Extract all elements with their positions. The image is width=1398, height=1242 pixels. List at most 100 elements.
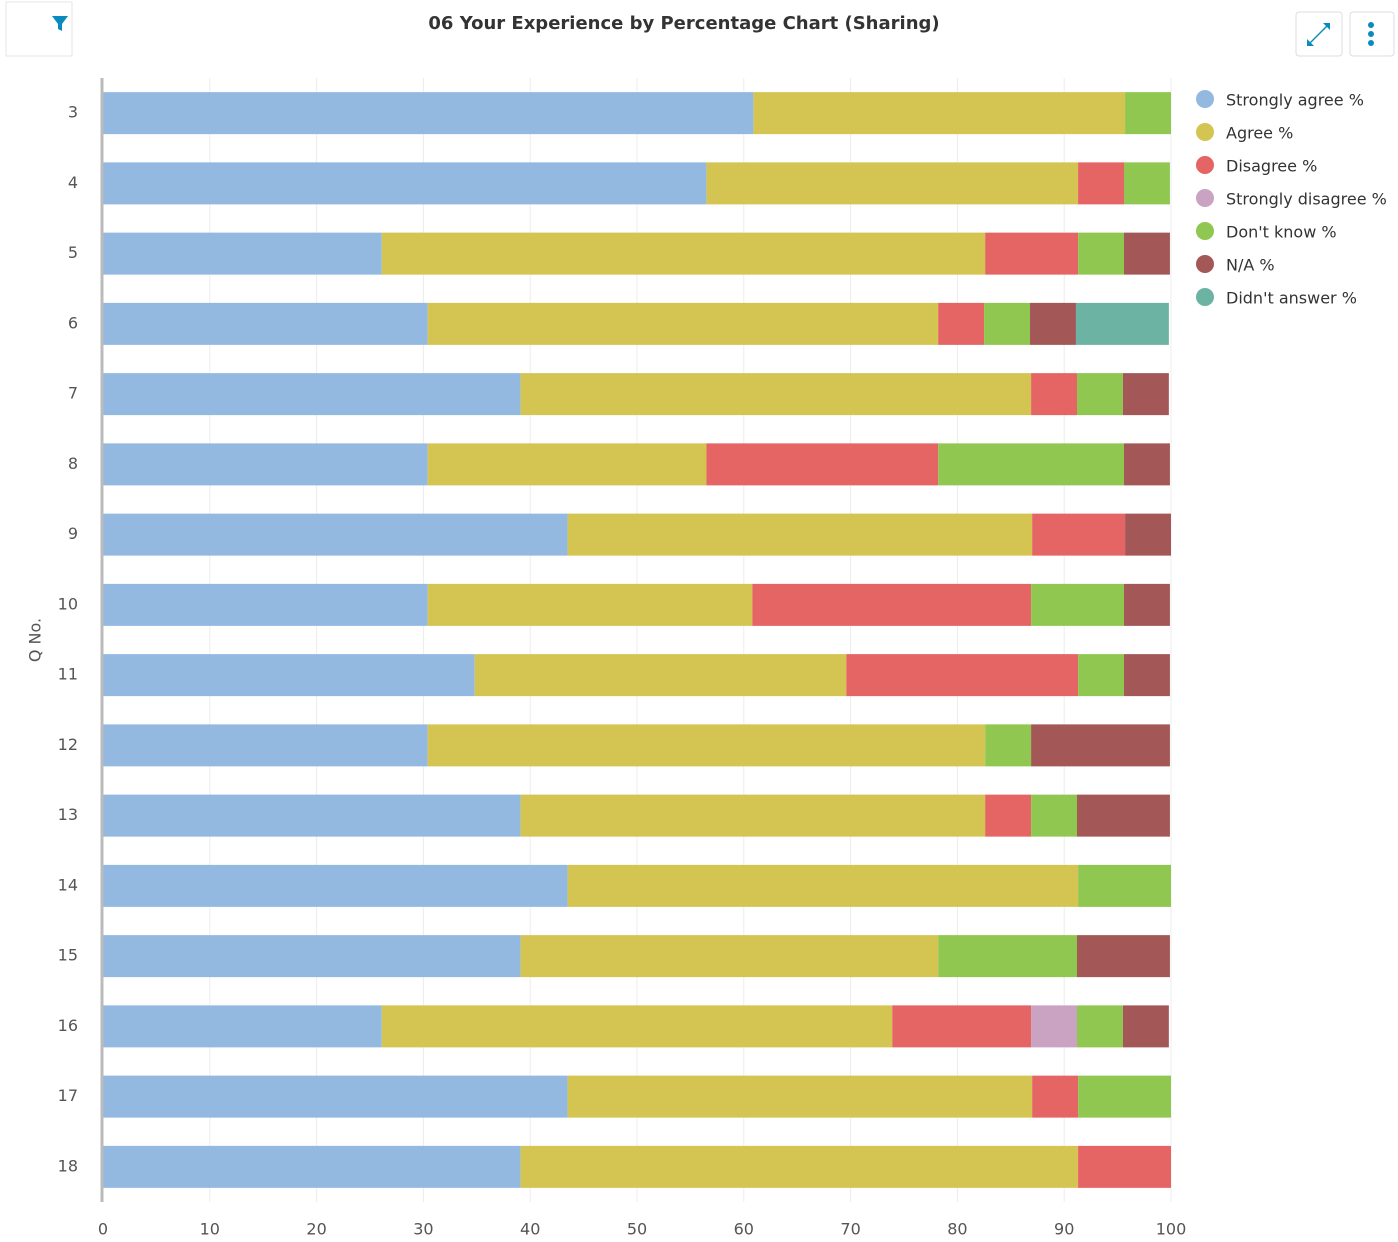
bar-segment <box>567 864 1079 907</box>
x-tick-label: 60 <box>734 1220 754 1239</box>
bar-segment <box>103 864 568 907</box>
bar-segment <box>1077 794 1170 837</box>
bar-segment <box>985 724 1032 767</box>
bar-segment <box>103 513 568 556</box>
bar-segment <box>985 232 1079 275</box>
legend-swatch <box>1196 156 1214 174</box>
y-tick-label: 12 <box>58 735 78 754</box>
bar-segment <box>103 1145 521 1188</box>
bar-segment <box>984 302 1031 345</box>
bar-segment <box>753 92 1126 135</box>
bar-segment <box>1077 1005 1123 1048</box>
expand-icon <box>1307 23 1330 46</box>
bar-segment <box>938 302 985 345</box>
menu-icon <box>1368 22 1374 46</box>
y-tick-label: 4 <box>68 173 78 192</box>
bar-segment <box>427 302 939 345</box>
x-tick-label: 30 <box>413 1220 433 1239</box>
bar-segment <box>103 724 428 767</box>
bar-segment <box>520 794 986 837</box>
y-tick-label: 15 <box>58 946 78 965</box>
bar-segment <box>938 935 1078 978</box>
bar-segment <box>1078 162 1125 205</box>
bar-segment <box>1032 1075 1079 1118</box>
legend-swatch <box>1196 90 1214 108</box>
bar-segment <box>1124 162 1170 205</box>
bar-segment <box>1030 302 1076 345</box>
bar-segment <box>1032 513 1126 556</box>
bar-segment <box>103 443 428 486</box>
x-tick-label: 90 <box>1054 1220 1074 1239</box>
bar-segment <box>103 162 707 205</box>
bar-segment <box>1031 1005 1078 1048</box>
bar-segment <box>1078 1075 1171 1118</box>
bar-segment <box>1031 794 1078 837</box>
bar-segment <box>103 654 475 697</box>
bar-segment <box>706 443 939 486</box>
y-tick-label: 11 <box>58 665 78 684</box>
legend-label: Disagree % <box>1226 157 1317 176</box>
bar-segment <box>1031 583 1125 626</box>
bar-segment <box>103 232 382 275</box>
bar-segment <box>520 1145 1079 1188</box>
bar-segment <box>985 794 1032 837</box>
legend-swatch <box>1196 123 1214 141</box>
legend-label: Didn't answer % <box>1226 289 1357 308</box>
y-tick-label: 9 <box>68 524 78 543</box>
bar-segment <box>938 443 1125 486</box>
bar-segment <box>103 583 428 626</box>
legend-swatch <box>1196 189 1214 207</box>
bar-segment <box>103 92 754 135</box>
x-tick-label: 0 <box>98 1220 108 1239</box>
bar-segment <box>1124 583 1170 626</box>
legend-swatch <box>1196 255 1214 273</box>
y-tick-label: 7 <box>68 384 78 403</box>
bar-segment <box>1124 443 1170 486</box>
bar-segment <box>474 654 847 697</box>
x-tick-label: 80 <box>947 1220 967 1239</box>
bar-segment <box>427 583 753 626</box>
bar-segment <box>520 935 939 978</box>
bar-segment <box>427 724 986 767</box>
legend-label: Strongly agree % <box>1226 91 1364 110</box>
bar-segment <box>1078 864 1171 907</box>
legend-label: Strongly disagree % <box>1226 190 1387 209</box>
bar-segment <box>1031 373 1078 416</box>
legend-swatch <box>1196 288 1214 306</box>
y-tick-label: 6 <box>68 313 78 332</box>
y-tick-label: 5 <box>68 243 78 262</box>
bar-segment <box>1075 302 1169 345</box>
y-tick-label: 17 <box>58 1086 78 1105</box>
x-tick-label: 10 <box>200 1220 220 1239</box>
bar-segment <box>1031 724 1170 767</box>
bar-segment <box>752 583 1032 626</box>
filter-button[interactable] <box>5 1 73 57</box>
y-tick-label: 8 <box>68 454 78 473</box>
y-tick-label: 18 <box>58 1156 78 1175</box>
y-tick-label: 14 <box>58 875 78 894</box>
bar-segment <box>1125 92 1171 135</box>
y-tick-label: 13 <box>58 805 78 824</box>
x-tick-label: 100 <box>1156 1220 1187 1239</box>
x-tick-label: 70 <box>840 1220 860 1239</box>
bar-segment <box>103 1005 382 1048</box>
bar-segment <box>381 232 986 275</box>
filter-icon <box>52 16 68 31</box>
chart-title: 06 Your Experience by Percentage Chart (… <box>428 13 939 34</box>
bar-segment <box>892 1005 1032 1048</box>
x-tick-label: 50 <box>627 1220 647 1239</box>
bar-segment <box>103 373 521 416</box>
legend-label: N/A % <box>1226 256 1275 275</box>
bar-segment <box>567 513 1033 556</box>
bar-segment <box>846 654 1079 697</box>
bar-segment <box>103 794 521 837</box>
x-tick-label: 40 <box>520 1220 540 1239</box>
bar-segment <box>1122 1005 1169 1048</box>
bar-segment <box>1077 935 1170 978</box>
legend-label: Don't know % <box>1226 223 1337 242</box>
x-tick-label: 20 <box>306 1220 326 1239</box>
bar-segment <box>520 373 1032 416</box>
bar-segment <box>381 1005 893 1048</box>
